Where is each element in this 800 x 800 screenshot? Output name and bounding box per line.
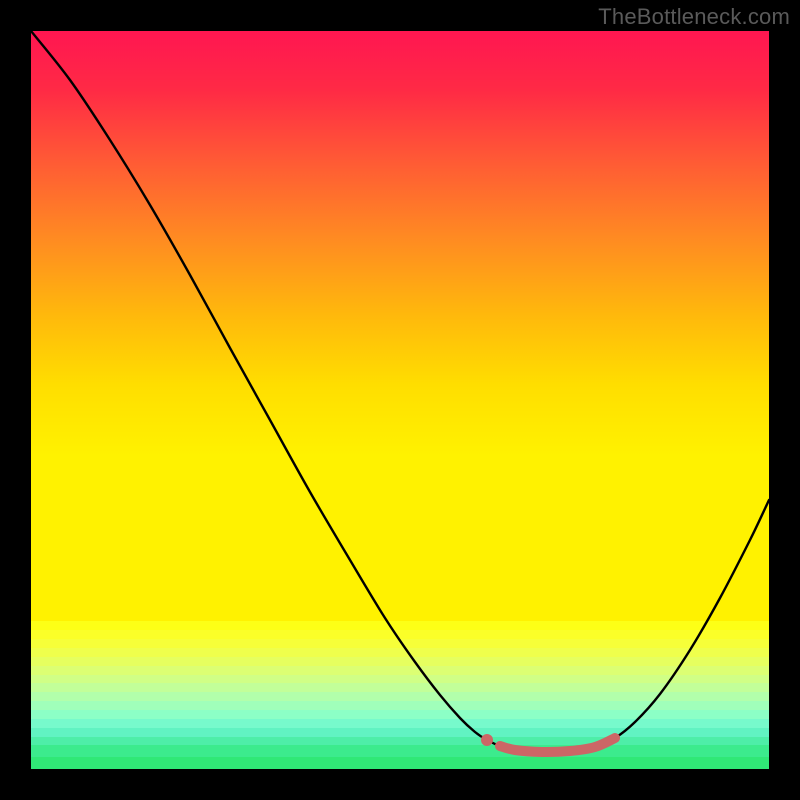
- watermark-text: TheBottleneck.com: [598, 4, 790, 30]
- chart-plot-area: [31, 31, 769, 769]
- chart-svg-layer: [31, 31, 769, 769]
- optimal-point-marker: [481, 734, 493, 746]
- optimal-range-highlight: [500, 738, 615, 752]
- bottleneck-curve: [31, 31, 769, 752]
